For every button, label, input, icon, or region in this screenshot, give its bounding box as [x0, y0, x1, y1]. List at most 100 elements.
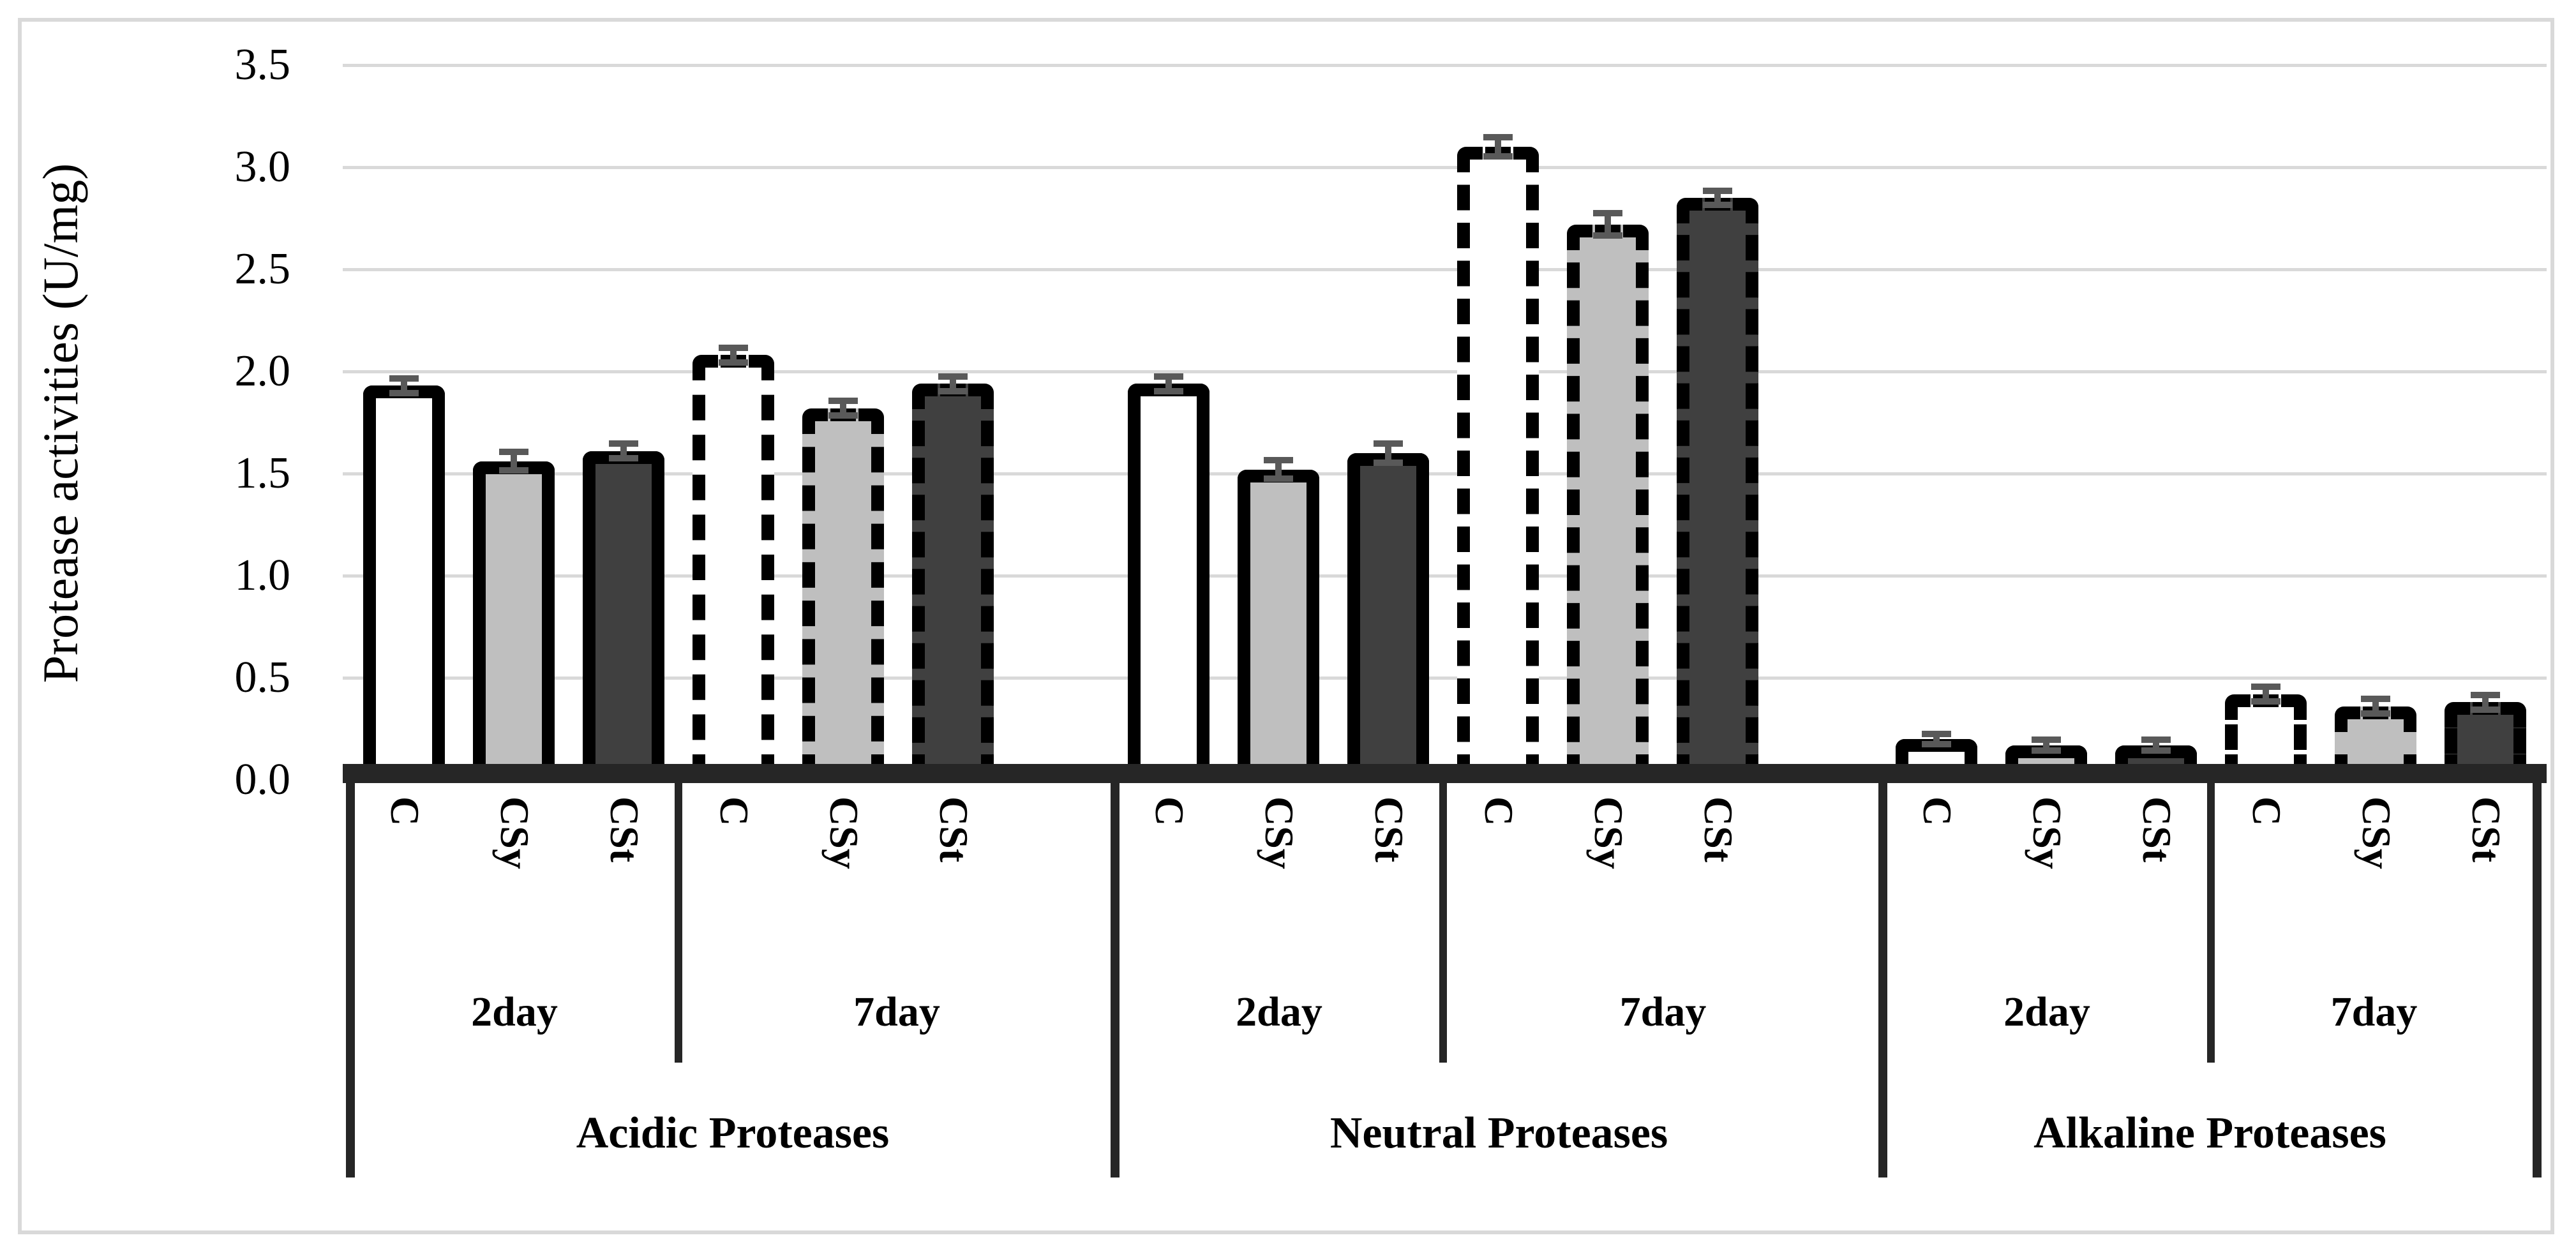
error-bar: [511, 455, 517, 468]
error-bar-cap-top: [1593, 209, 1622, 216]
error-bar-cap-bottom: [609, 455, 638, 462]
error-bar: [1605, 216, 1611, 233]
bar-csy-2day: [1238, 469, 1319, 780]
day-label: 7day: [2330, 989, 2418, 1035]
error-bar-cap-top: [609, 440, 638, 447]
error-bar: [1165, 379, 1172, 388]
error-bar-cap-bottom: [938, 387, 968, 394]
error-bar: [2043, 743, 2049, 747]
treatment-label: CSt: [931, 796, 977, 863]
error-bar-cap-bottom: [1922, 741, 1951, 748]
error-bar: [1714, 193, 1721, 202]
error-bar-cap-top: [389, 375, 419, 382]
error-bar: [620, 447, 627, 456]
error-bar-cap-bottom: [2032, 747, 2061, 754]
error-bar-cap-bottom: [2251, 698, 2280, 705]
error-bar-cap-bottom: [828, 412, 858, 419]
error-bar: [2153, 743, 2159, 747]
bar-cst-2day: [1347, 453, 1429, 780]
y-tick-label: 3.0: [234, 142, 291, 191]
error-bar: [401, 382, 407, 390]
y-tick-label: 2.5: [234, 244, 291, 294]
treatment-label: CSy: [1257, 796, 1302, 869]
treatment-label: C: [1476, 796, 1522, 826]
bar-cst-7day: [912, 384, 994, 780]
error-bar-cap-bottom: [1483, 153, 1513, 160]
group-boundary-line: [1878, 783, 1887, 1178]
error-bar: [1275, 463, 1282, 476]
gridline: [343, 64, 2547, 67]
x-axis-line: [343, 764, 2547, 783]
error-bar-cap-top: [1703, 187, 1732, 194]
error-bar: [1933, 736, 1940, 742]
error-bar-cap-bottom: [1593, 232, 1622, 239]
group-boundary-line: [2533, 783, 2542, 1178]
error-bar: [840, 404, 846, 412]
bar-csy-2day: [473, 461, 555, 780]
day-label: 2day: [1236, 989, 1322, 1035]
error-bar-cap-bottom: [2361, 710, 2390, 717]
treatment-label: CSt: [2134, 796, 2180, 863]
bar-cst-2day: [583, 451, 664, 780]
treatment-label: CSt: [2464, 796, 2509, 863]
error-bar-cap-top: [1264, 457, 1293, 463]
group-boundary-line: [1111, 783, 1120, 1178]
y-tick-label: 1.0: [234, 551, 291, 600]
treatment-label: CSt: [602, 796, 647, 863]
error-bar-cap-bottom: [499, 467, 528, 474]
treatment-label: CSy: [2354, 796, 2399, 869]
bar-csy-7day: [802, 408, 884, 780]
group-boundary-line: [346, 783, 355, 1178]
error-bar-cap-bottom: [1154, 387, 1183, 394]
gridline: [343, 370, 2547, 373]
treatment-label: C: [1147, 796, 1192, 826]
y-tick-label: 0.5: [234, 653, 291, 702]
error-bar: [2263, 690, 2269, 698]
category-divider: [2207, 783, 2215, 1063]
category-divider: [1439, 783, 1447, 1063]
error-bar-cap-bottom: [2471, 706, 2500, 713]
day-label: 7day: [853, 989, 940, 1035]
day-label: 7day: [1619, 989, 1707, 1035]
gridline: [343, 166, 2547, 169]
treatment-label: C: [1915, 796, 1960, 826]
error-bar-cap-bottom: [389, 389, 419, 396]
day-label: 2day: [2003, 989, 2090, 1035]
error-bar-cap-top: [2251, 684, 2280, 691]
error-bar-cap-top: [1483, 134, 1513, 141]
bar-csy-7day: [1567, 224, 1649, 780]
y-tick-label: 3.5: [234, 40, 291, 89]
y-tick-label: 1.5: [234, 449, 291, 498]
treatment-label: C: [382, 796, 428, 826]
error-bar-cap-top: [828, 398, 858, 405]
error-bar: [1385, 447, 1391, 460]
error-bar-cap-top: [938, 373, 968, 380]
error-bar-cap-top: [2361, 696, 2390, 703]
treatment-label: C: [712, 796, 757, 826]
group-label: Acidic Proteases: [576, 1109, 890, 1158]
bar-cst-7day: [1677, 198, 1758, 780]
error-bar-cap-top: [1922, 730, 1951, 737]
group-label: Alkaline Proteases: [2033, 1109, 2386, 1158]
y-tick-label: 2.0: [234, 347, 291, 396]
treatment-label: CSt: [1367, 796, 1412, 863]
error-bar-cap-bottom: [1374, 459, 1403, 466]
error-bar-cap-bottom: [1264, 475, 1293, 482]
treatment-label: CSy: [492, 796, 537, 869]
group-label: Neutral Proteases: [1329, 1109, 1668, 1158]
gridline: [343, 472, 2547, 475]
y-tick-label: 0.0: [234, 755, 291, 804]
bar-c-7day: [693, 355, 774, 780]
treatment-label: CSy: [821, 796, 867, 869]
error-bar-cap-top: [2032, 736, 2061, 744]
treatment-label: C: [2244, 796, 2289, 826]
gridline: [343, 574, 2547, 578]
error-bar-cap-bottom: [2141, 747, 2171, 754]
error-bar: [2482, 698, 2489, 706]
error-bar-cap-bottom: [1703, 202, 1732, 209]
gridline: [343, 268, 2547, 271]
error-bar-cap-top: [499, 449, 528, 456]
gridline: [343, 677, 2547, 680]
bar-c-2day: [363, 385, 445, 780]
